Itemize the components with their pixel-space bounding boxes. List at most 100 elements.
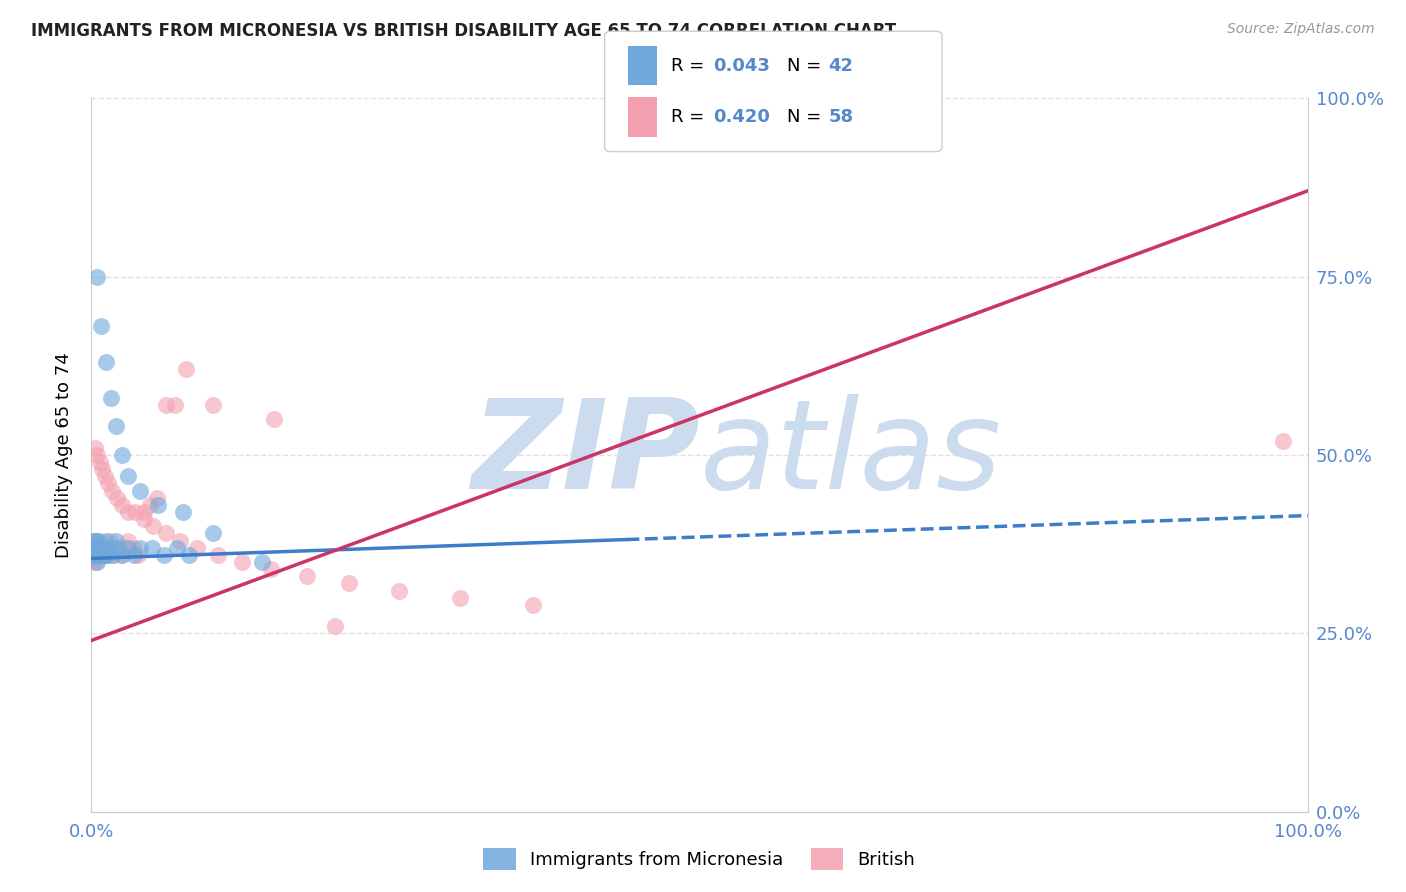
Point: [207, 548, 229, 562]
Point: [82, 541, 104, 555]
Y-axis label: Disability Age 65 to 74: Disability Age 65 to 74: [55, 352, 73, 558]
Point: [94, 541, 117, 555]
Point: [323, 619, 346, 633]
Point: [295, 569, 318, 583]
Point: [186, 541, 208, 555]
Point: [84, 548, 107, 562]
Point: [98, 533, 121, 548]
Point: [117, 469, 139, 483]
Point: [94, 469, 117, 483]
Text: 0.043: 0.043: [713, 57, 769, 75]
Text: Source: ZipAtlas.com: Source: ZipAtlas.com: [1227, 22, 1375, 37]
Point: [155, 398, 177, 412]
Point: [98, 541, 121, 555]
Point: [142, 519, 165, 533]
Text: N =: N =: [787, 57, 827, 75]
Point: [87, 548, 110, 562]
Point: [83, 548, 105, 562]
Legend: Immigrants from Micronesia, British: Immigrants from Micronesia, British: [477, 841, 922, 878]
Point: [231, 555, 253, 569]
Point: [174, 362, 197, 376]
Point: [103, 548, 125, 562]
Point: [117, 533, 139, 548]
Point: [82, 541, 104, 555]
Point: [83, 533, 105, 548]
Point: [153, 548, 176, 562]
Point: [117, 505, 139, 519]
Point: [141, 541, 163, 555]
Point: [84, 441, 107, 455]
Point: [84, 555, 107, 569]
Point: [169, 533, 191, 548]
Point: [87, 548, 110, 562]
Point: [86, 448, 108, 462]
Point: [90, 548, 112, 562]
Text: N =: N =: [787, 108, 827, 126]
Point: [84, 548, 107, 562]
Point: [96, 548, 118, 562]
Point: [89, 541, 111, 555]
Point: [105, 491, 128, 505]
Point: [146, 491, 169, 505]
Point: [172, 505, 194, 519]
Text: IMMIGRANTS FROM MICRONESIA VS BRITISH DISABILITY AGE 65 TO 74 CORRELATION CHART: IMMIGRANTS FROM MICRONESIA VS BRITISH DI…: [31, 22, 896, 40]
Point: [83, 555, 105, 569]
Point: [132, 512, 155, 526]
Point: [111, 498, 134, 512]
Point: [91, 548, 114, 562]
Text: ZIP: ZIP: [471, 394, 699, 516]
Point: [177, 548, 200, 562]
Point: [250, 555, 273, 569]
Point: [84, 541, 107, 555]
Point: [166, 541, 188, 555]
Point: [132, 505, 155, 519]
Point: [84, 541, 107, 555]
Point: [83, 533, 105, 548]
Point: [117, 541, 139, 555]
Point: [122, 548, 145, 562]
Point: [124, 505, 146, 519]
Point: [90, 541, 112, 555]
Point: [101, 541, 124, 555]
Point: [155, 526, 177, 541]
Point: [202, 398, 225, 412]
Point: [129, 541, 152, 555]
Point: [105, 541, 128, 555]
Point: [94, 533, 117, 548]
Point: [93, 541, 115, 555]
Point: [388, 583, 411, 598]
Point: [86, 533, 108, 548]
Text: R =: R =: [671, 57, 710, 75]
Point: [165, 398, 187, 412]
Point: [139, 498, 162, 512]
Point: [94, 355, 117, 369]
Point: [84, 533, 107, 548]
Point: [89, 455, 111, 469]
Point: [1272, 434, 1295, 448]
Point: [94, 548, 117, 562]
Text: 58: 58: [828, 108, 853, 126]
Point: [107, 541, 129, 555]
Point: [148, 498, 170, 512]
Point: [100, 391, 122, 405]
Point: [93, 541, 115, 555]
Point: [260, 562, 283, 576]
Text: atlas: atlas: [699, 394, 1001, 516]
Point: [127, 548, 149, 562]
Point: [104, 533, 127, 548]
Point: [337, 576, 360, 591]
Point: [86, 541, 108, 555]
Point: [112, 541, 135, 555]
Point: [97, 476, 120, 491]
Point: [111, 448, 134, 462]
Point: [121, 541, 143, 555]
Point: [202, 526, 225, 541]
Point: [449, 591, 471, 605]
Point: [94, 548, 117, 562]
Point: [86, 555, 108, 569]
Point: [87, 533, 110, 548]
Text: 0.420: 0.420: [713, 108, 769, 126]
Point: [86, 269, 108, 284]
Point: [104, 419, 127, 434]
Point: [101, 548, 124, 562]
